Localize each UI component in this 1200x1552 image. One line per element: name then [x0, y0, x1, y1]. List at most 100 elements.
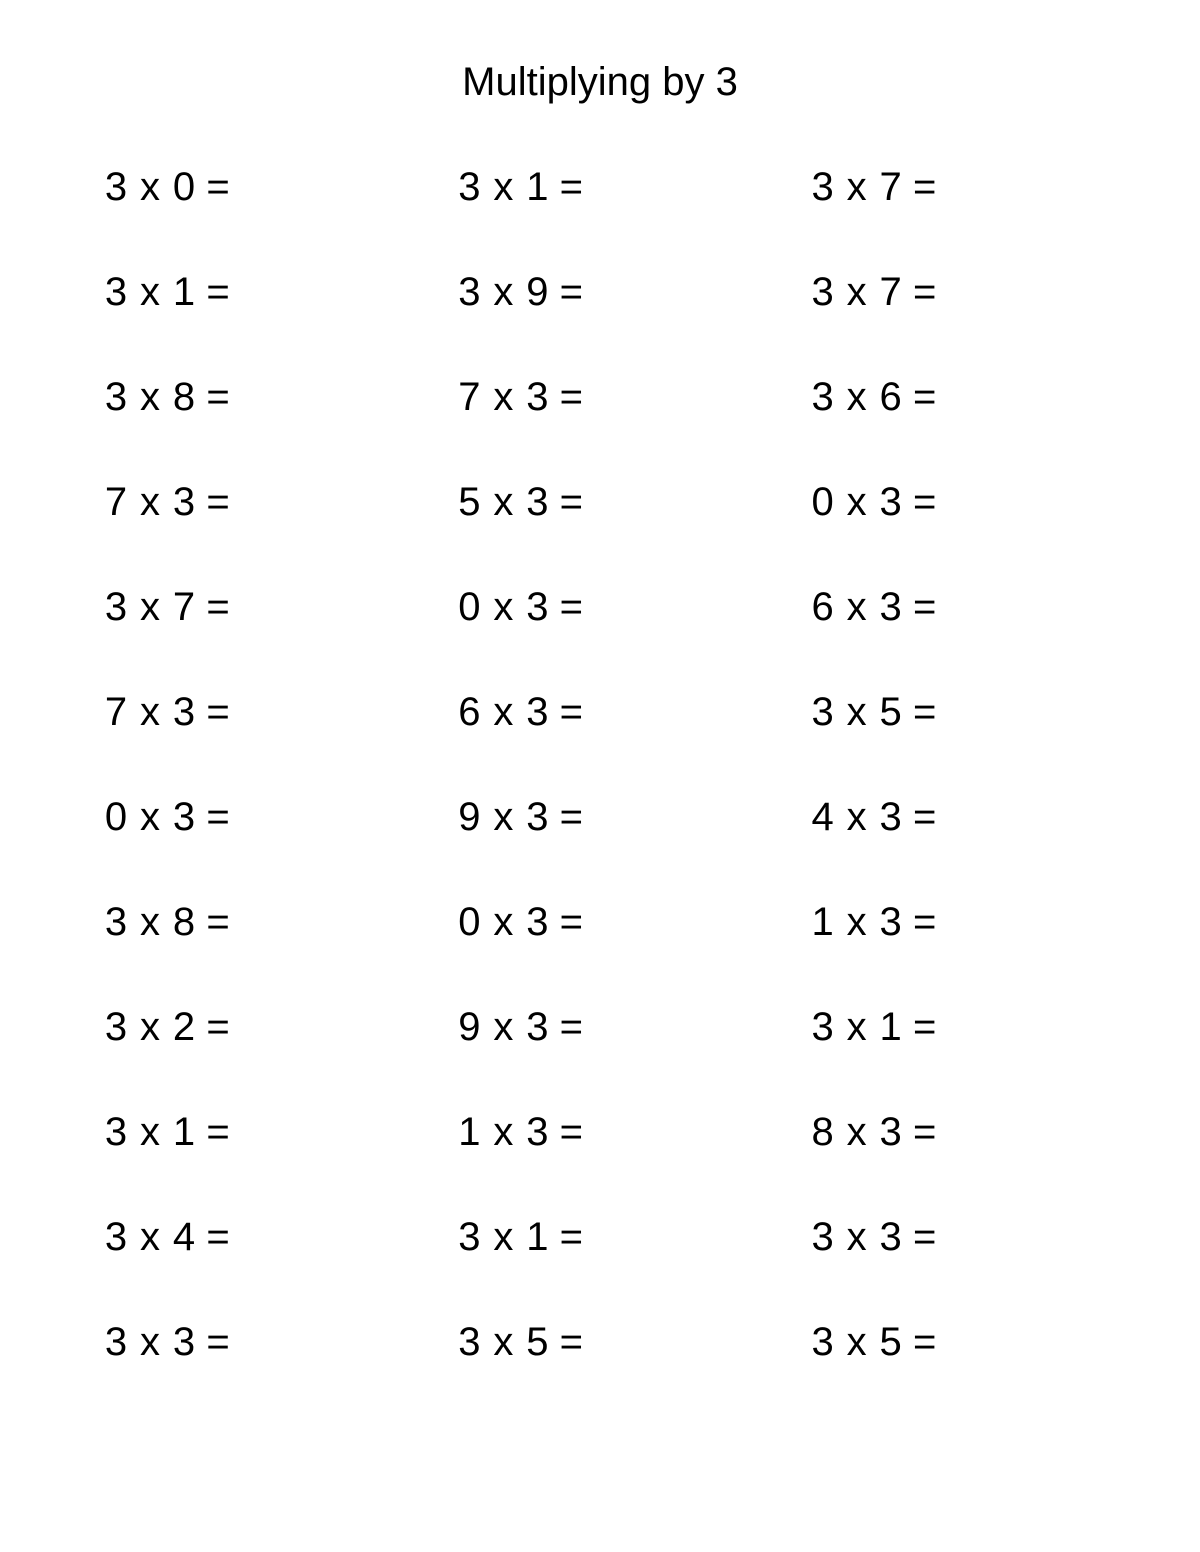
operand-a: 3 [100, 1215, 132, 1260]
problem: 3x5= [807, 1320, 1100, 1365]
operator: x [132, 165, 168, 210]
equals-sign: = [553, 1005, 589, 1050]
operand-b: 3 [875, 1110, 907, 1155]
problem: 9x3= [453, 795, 746, 840]
operand-b: 1 [168, 1110, 200, 1155]
operand-a: 3 [807, 1215, 839, 1260]
operand-a: 0 [453, 585, 485, 630]
operand-b: 3 [875, 795, 907, 840]
equals-sign: = [553, 480, 589, 525]
operator: x [132, 1110, 168, 1155]
problem: 3x3= [100, 1320, 393, 1365]
operator: x [132, 375, 168, 420]
problem: 3x1= [100, 1110, 393, 1155]
operand-b: 3 [875, 480, 907, 525]
operand-a: 0 [453, 900, 485, 945]
equals-sign: = [200, 480, 236, 525]
operand-b: 1 [521, 1215, 553, 1260]
operand-a: 3 [807, 270, 839, 315]
equals-sign: = [553, 900, 589, 945]
operand-b: 5 [875, 690, 907, 735]
operand-a: 3 [100, 1320, 132, 1365]
problem: 3x6= [807, 375, 1100, 420]
operand-a: 5 [453, 480, 485, 525]
problems-grid: 3x0=3x1=3x7=3x1=3x9=3x7=3x8=7x3=3x6=7x3=… [100, 165, 1100, 1365]
operator: x [839, 1110, 875, 1155]
operand-b: 3 [521, 1005, 553, 1050]
operand-b: 0 [168, 165, 200, 210]
operand-a: 0 [807, 480, 839, 525]
operand-b: 6 [875, 375, 907, 420]
operand-a: 3 [100, 165, 132, 210]
operand-b: 3 [521, 795, 553, 840]
equals-sign: = [553, 1215, 589, 1260]
operand-b: 8 [168, 375, 200, 420]
problem: 3x9= [453, 270, 746, 315]
operator: x [485, 690, 521, 735]
problem: 0x3= [100, 795, 393, 840]
equals-sign: = [907, 375, 943, 420]
equals-sign: = [907, 1005, 943, 1050]
operand-a: 3 [100, 270, 132, 315]
operand-a: 1 [453, 1110, 485, 1155]
operand-a: 4 [807, 795, 839, 840]
equals-sign: = [553, 1110, 589, 1155]
operator: x [839, 585, 875, 630]
equals-sign: = [553, 795, 589, 840]
equals-sign: = [200, 165, 236, 210]
problem: 7x3= [453, 375, 746, 420]
operand-b: 3 [168, 480, 200, 525]
operator: x [485, 1320, 521, 1365]
equals-sign: = [200, 375, 236, 420]
operand-a: 3 [100, 1005, 132, 1050]
operand-a: 3 [453, 1320, 485, 1365]
operand-b: 3 [168, 795, 200, 840]
problem: 3x8= [100, 375, 393, 420]
operator: x [839, 165, 875, 210]
equals-sign: = [200, 690, 236, 735]
operand-b: 3 [521, 375, 553, 420]
operand-b: 3 [521, 480, 553, 525]
equals-sign: = [200, 1110, 236, 1155]
equals-sign: = [200, 795, 236, 840]
operand-b: 9 [521, 270, 553, 315]
problem: 3x1= [453, 1215, 746, 1260]
operand-a: 3 [807, 165, 839, 210]
operator: x [839, 1320, 875, 1365]
operator: x [132, 585, 168, 630]
operand-a: 3 [807, 375, 839, 420]
problem: 6x3= [807, 585, 1100, 630]
operand-b: 3 [521, 690, 553, 735]
operand-b: 3 [521, 585, 553, 630]
equals-sign: = [907, 585, 943, 630]
equals-sign: = [200, 1320, 236, 1365]
equals-sign: = [907, 1320, 943, 1365]
problem: 3x7= [807, 165, 1100, 210]
equals-sign: = [907, 1215, 943, 1260]
operand-a: 7 [100, 480, 132, 525]
equals-sign: = [907, 1110, 943, 1155]
equals-sign: = [200, 900, 236, 945]
operator: x [485, 1005, 521, 1050]
problem: 0x3= [453, 900, 746, 945]
operand-b: 3 [168, 690, 200, 735]
operand-b: 2 [168, 1005, 200, 1050]
equals-sign: = [200, 1005, 236, 1050]
problem: 3x4= [100, 1215, 393, 1260]
equals-sign: = [907, 165, 943, 210]
operand-a: 8 [807, 1110, 839, 1155]
operator: x [839, 375, 875, 420]
problem: 1x3= [807, 900, 1100, 945]
equals-sign: = [907, 900, 943, 945]
operand-b: 3 [521, 900, 553, 945]
problem: 7x3= [100, 690, 393, 735]
operator: x [485, 585, 521, 630]
equals-sign: = [553, 375, 589, 420]
operator: x [132, 480, 168, 525]
operand-b: 1 [168, 270, 200, 315]
problem: 4x3= [807, 795, 1100, 840]
operator: x [132, 1320, 168, 1365]
equals-sign: = [200, 585, 236, 630]
problem: 3x7= [807, 270, 1100, 315]
equals-sign: = [553, 690, 589, 735]
